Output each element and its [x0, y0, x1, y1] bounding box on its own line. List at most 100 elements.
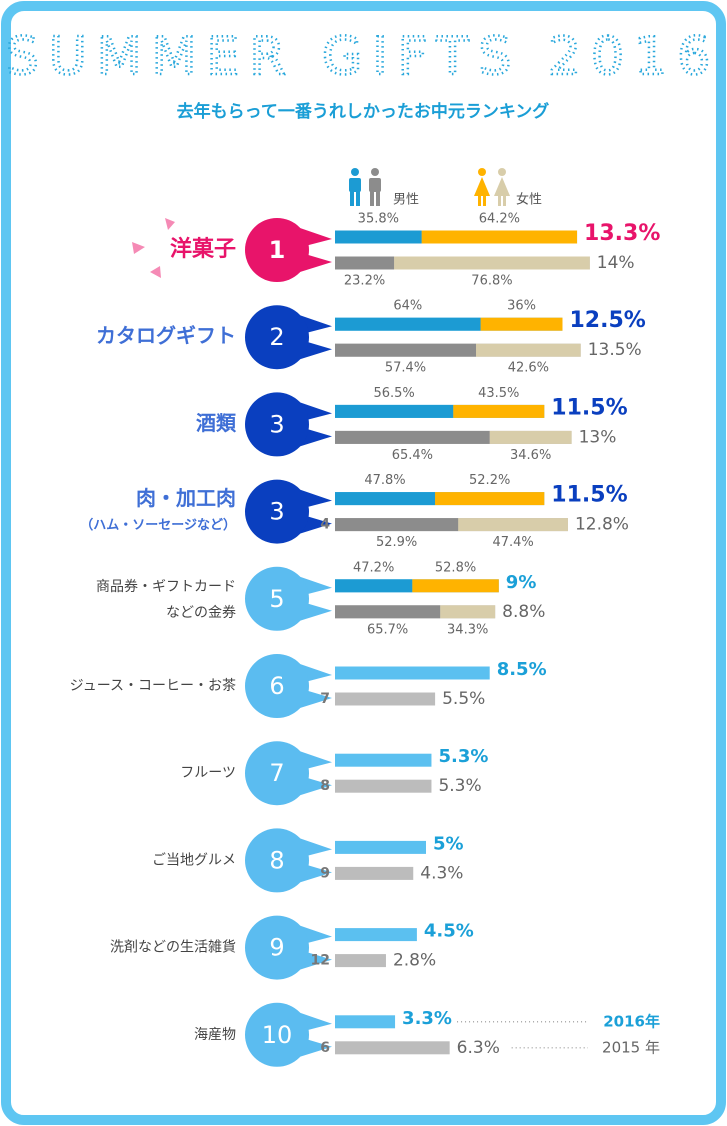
- rank-label: 8: [269, 846, 284, 874]
- previous-rank: 6: [320, 1040, 330, 1056]
- rank-badge: [245, 218, 309, 282]
- value-label: 5.3%: [438, 746, 488, 767]
- male-icon: [349, 168, 361, 206]
- bar: [335, 753, 432, 767]
- female-segment: [440, 605, 496, 619]
- male-segment: [335, 605, 441, 619]
- pointer: [300, 864, 332, 883]
- female-share-label: 76.8%: [471, 274, 512, 289]
- category-label: などの金券: [166, 605, 236, 621]
- value-label: 13.3%: [584, 221, 660, 246]
- category-label: 商品券・ギフトカード: [96, 579, 236, 595]
- male-segment: [335, 343, 477, 357]
- rank-badge: [245, 654, 309, 718]
- female-share-label: 36%: [507, 299, 536, 314]
- male-share-label: 23.2%: [344, 274, 385, 289]
- value-label: 6.3%: [457, 1038, 500, 1058]
- female-share-label: 34.6%: [510, 448, 551, 463]
- title: SUMMER GIFTS 2016: [6, 27, 721, 87]
- previous-rank: 8: [320, 778, 330, 794]
- female-icon-2015: [494, 168, 510, 206]
- bar: [335, 779, 432, 793]
- value-label: 12.8%: [575, 515, 629, 535]
- pointer: [300, 402, 332, 421]
- pointer: [300, 315, 332, 334]
- value-label: 11.5%: [551, 395, 627, 420]
- male-segment: [335, 518, 459, 532]
- female-segment: [435, 492, 545, 506]
- category-label: ジュース・コーヒー・お茶: [70, 678, 236, 694]
- female-icon: [474, 168, 490, 206]
- pointer: [300, 515, 332, 534]
- male-share-label: 47.8%: [364, 473, 405, 488]
- value-label: 8.5%: [497, 659, 547, 680]
- value-label: 11.5%: [551, 483, 627, 508]
- pointer: [300, 428, 332, 447]
- female-segment: [489, 430, 572, 444]
- female-segment: [412, 579, 499, 593]
- value-label: 4.5%: [424, 921, 474, 942]
- category-label: フルーツ: [180, 765, 236, 781]
- bar: [335, 666, 490, 680]
- male-icon-2015: [369, 168, 381, 206]
- category-label: 洗剤などの生活雑貨: [110, 939, 236, 956]
- previous-rank: 12: [311, 953, 330, 969]
- value-label: 13%: [579, 427, 617, 447]
- pointer: [300, 489, 332, 508]
- female-segment: [394, 256, 590, 270]
- category-label: 肉・加工肉: [136, 486, 236, 510]
- bar: [335, 840, 426, 854]
- previous-rank: 4: [320, 517, 330, 533]
- previous-rank: 7: [320, 691, 330, 707]
- male-segment: [335, 430, 490, 444]
- male-share-label: 52.9%: [376, 535, 417, 550]
- pointer: [300, 1038, 332, 1057]
- male-share-label: 47.2%: [353, 560, 394, 575]
- rank-label: 3: [269, 410, 284, 438]
- value-label: 12.5%: [570, 308, 646, 333]
- value-label: 8.8%: [502, 602, 545, 622]
- previous-rank: 9: [320, 865, 330, 881]
- female-segment: [421, 230, 578, 244]
- pointer: [300, 777, 332, 796]
- value-label: 5%: [433, 833, 464, 854]
- sparkle: [132, 218, 175, 278]
- rank-badge: [245, 1002, 309, 1067]
- rank-label: 2: [269, 323, 284, 351]
- category-label: 酒類: [196, 411, 237, 435]
- female-share-label: 42.6%: [508, 361, 549, 376]
- category-label: （ハム・ソーセージなど）: [80, 517, 236, 533]
- value-label: 5.3%: [438, 776, 481, 796]
- pointer: [300, 838, 332, 857]
- pointer: [300, 690, 332, 708]
- rank-label: 3: [269, 498, 284, 526]
- pointer: [300, 254, 332, 272]
- value-label: 9%: [506, 572, 537, 593]
- category-label: 海産物: [194, 1027, 236, 1043]
- bar: [335, 1041, 450, 1055]
- male-share-label: 65.4%: [392, 448, 433, 463]
- value-label: 14%: [597, 253, 635, 273]
- female-share-label: 52.2%: [469, 473, 510, 488]
- rank-label: 6: [269, 672, 284, 700]
- female-share-label: 34.3%: [447, 622, 488, 637]
- male-segment: [335, 256, 395, 270]
- pointer: [300, 602, 332, 621]
- category-label: カタログギフト: [96, 324, 236, 348]
- female-segment: [453, 404, 545, 418]
- value-label: 4.3%: [420, 863, 463, 883]
- rank-badge: [245, 305, 309, 370]
- bar: [335, 1015, 396, 1029]
- rank-badge: [245, 392, 309, 457]
- rank-badge: [245, 479, 309, 544]
- bar: [335, 866, 414, 880]
- female-segment: [480, 317, 563, 331]
- male-segment: [335, 579, 413, 593]
- rank-label: 1: [269, 236, 286, 264]
- pointer: [300, 1012, 332, 1031]
- bar: [335, 928, 417, 942]
- legend-series: 2016年: [603, 1012, 660, 1030]
- female-share-label: 64.2%: [479, 212, 520, 227]
- female-segment: [458, 518, 568, 532]
